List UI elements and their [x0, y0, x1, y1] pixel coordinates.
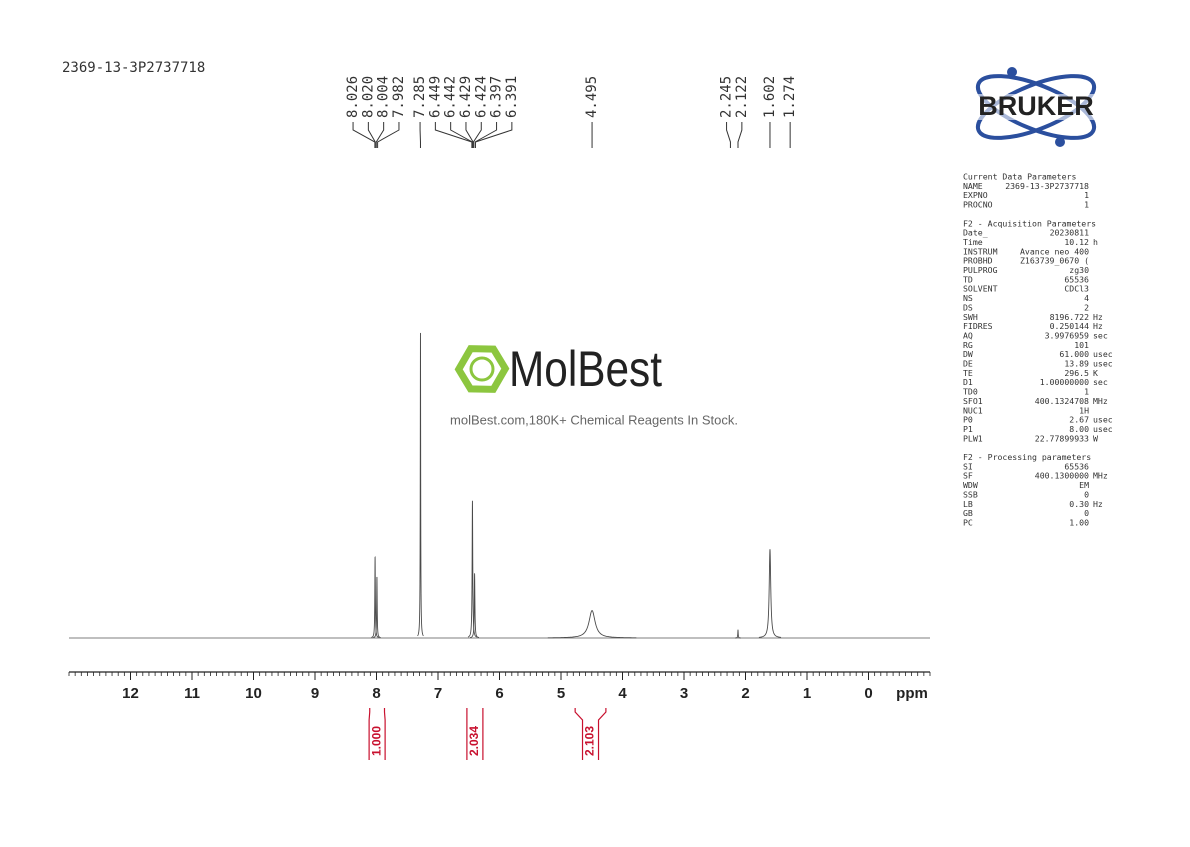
peak-label: 2.245: [719, 76, 735, 118]
peak-label: 6.442: [443, 76, 459, 118]
peak-label: 6.424: [473, 76, 489, 118]
x-tick-label: 7: [434, 685, 442, 702]
bruker-logo: BRUKER: [958, 63, 1116, 150]
x-tick-label: 6: [495, 685, 503, 702]
peak-label: 8.020: [360, 76, 376, 118]
x-tick-label: 2: [741, 685, 749, 702]
peak-label: 2.122: [734, 76, 750, 118]
param-value: 1.00: [1069, 517, 1089, 527]
peak-label-connector: [727, 122, 731, 148]
integral-label: 1.000: [369, 726, 383, 756]
param-unit: W: [1093, 433, 1098, 443]
param-value: 1: [1084, 200, 1089, 210]
x-tick-label: 10: [245, 685, 262, 702]
param-unit: Hz: [1093, 499, 1103, 509]
peak: [735, 630, 741, 638]
peak: [418, 333, 424, 636]
x-tick-label: 5: [557, 685, 565, 702]
x-tick-label: 9: [311, 685, 319, 702]
x-tick-label: 3: [680, 685, 688, 702]
param-value: 22.77899933: [1035, 433, 1089, 443]
x-tick-label: 0: [864, 685, 872, 702]
integral-label: 2.034: [467, 726, 481, 756]
sample-name: 2369-13-3P2737718: [62, 60, 205, 76]
watermark-brand: MolBest: [509, 341, 662, 397]
param-unit: sec: [1093, 377, 1108, 387]
peak-label: 8.004: [376, 76, 392, 118]
peak: [759, 550, 781, 638]
watermark-tagline: molBest.com,180K+ Chemical Reagents In S…: [450, 412, 738, 427]
param-unit: MHz: [1093, 471, 1108, 481]
param-unit: MHz: [1093, 396, 1108, 406]
peak-label: 4.495: [584, 76, 600, 118]
peak-label-connector: [738, 122, 742, 148]
param-name: PROCNO: [963, 200, 993, 210]
x-axis-label: ppm: [896, 685, 928, 702]
peak-label: 6.449: [427, 76, 443, 118]
x-tick-label: 11: [184, 685, 200, 702]
x-tick-label: 12: [122, 685, 139, 702]
peak-label-connector: [368, 122, 375, 148]
peak-label: 7.285: [412, 76, 428, 118]
param-name: PLW1: [963, 433, 983, 443]
integral-label: 2.103: [583, 726, 597, 756]
peak-label: 6.429: [458, 76, 474, 118]
param-name: PC: [963, 517, 973, 527]
x-tick-label: 4: [618, 685, 627, 702]
peak-label: 1.274: [782, 76, 798, 118]
x-tick-label: 8: [372, 685, 380, 702]
peak: [548, 611, 637, 638]
peak-label: 6.391: [504, 76, 520, 118]
peak-label: 8.026: [345, 76, 361, 118]
x-tick-label: 1: [803, 685, 811, 702]
peak-label: 1.602: [762, 76, 778, 118]
param-unit: h: [1093, 237, 1098, 247]
logo-text: BRUKER: [978, 91, 1094, 121]
peak-label: 7.982: [391, 76, 407, 118]
param-value: 1.00000000: [1040, 377, 1089, 387]
param-unit: sec: [1093, 330, 1108, 340]
watermark: MolBest molBest.com,180K+ Chemical Reage…: [450, 339, 738, 427]
peak-label: 6.397: [489, 76, 505, 118]
param-value: 2369-13-3P2737718: [1005, 181, 1089, 191]
